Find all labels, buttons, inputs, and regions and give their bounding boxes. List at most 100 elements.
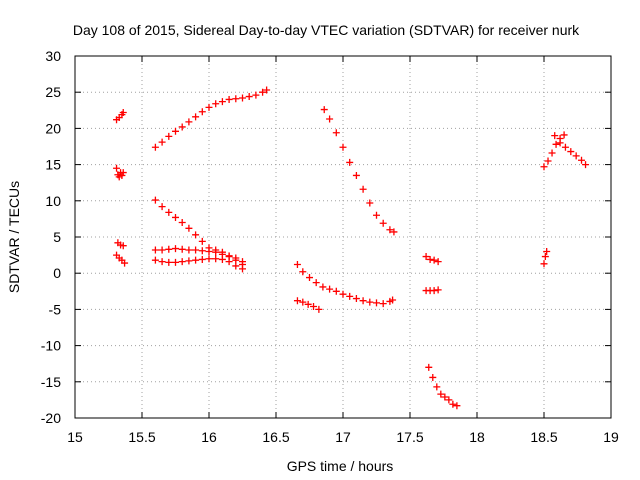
data-point [556, 139, 564, 147]
data-point [178, 123, 186, 131]
data-point [326, 115, 334, 123]
series-arc-h [151, 255, 246, 273]
data-point [320, 106, 328, 114]
data-point [578, 156, 586, 164]
data-point [158, 138, 166, 146]
data-point [225, 258, 233, 266]
data-point [544, 157, 552, 165]
data-point [561, 143, 569, 151]
data-point [185, 257, 193, 265]
x-tick-label: 15 [67, 429, 83, 445]
data-point [218, 255, 226, 263]
data-point [178, 258, 186, 266]
data-point [165, 208, 173, 216]
data-point [560, 131, 568, 139]
data-point [212, 255, 220, 263]
data-point [359, 185, 367, 193]
data-point [379, 300, 387, 308]
data-point [263, 86, 271, 94]
grid [75, 56, 611, 418]
data-point [293, 261, 301, 269]
data-point [326, 285, 334, 293]
data-point [449, 400, 457, 408]
data-point [185, 118, 193, 126]
series-arc-k [320, 106, 398, 236]
data-point [429, 373, 437, 381]
data-point [158, 246, 166, 254]
data-point [379, 219, 387, 227]
data-point [192, 246, 200, 254]
data-point [430, 256, 438, 264]
data-point [352, 295, 360, 303]
data-point [422, 253, 430, 261]
data-point [178, 219, 186, 227]
data-point [366, 199, 374, 207]
y-tick-label: 25 [45, 84, 61, 100]
data-point [212, 248, 220, 256]
data-point [259, 88, 267, 96]
y-tick-label: 10 [45, 193, 61, 209]
data-point [426, 255, 434, 263]
chart-title: Day 108 of 2015, Sidereal Day-to-day VTE… [73, 22, 580, 38]
data-point [239, 258, 246, 266]
data-point [425, 363, 433, 371]
data-point [239, 94, 246, 102]
data-point [119, 169, 127, 177]
data-point [339, 290, 347, 298]
data-point [306, 274, 313, 282]
x-tick-label: 17.5 [396, 429, 423, 445]
x-tick-label: 16.5 [262, 429, 289, 445]
data-point [232, 254, 240, 262]
data-point [299, 268, 307, 276]
data-point [232, 95, 240, 103]
data-point [113, 164, 121, 172]
series-arc-i [293, 261, 397, 308]
data-point [198, 237, 206, 245]
data-points [113, 86, 590, 410]
data-point [205, 103, 213, 111]
data-point [172, 127, 179, 135]
series-arc-q [551, 132, 590, 169]
data-point [541, 253, 549, 261]
data-point [582, 161, 590, 169]
data-point [390, 228, 398, 236]
data-point [430, 287, 438, 295]
y-tick-label: -5 [49, 301, 62, 317]
data-point [151, 196, 159, 204]
data-point [121, 259, 129, 267]
data-point [453, 402, 461, 410]
data-point [332, 129, 340, 137]
data-point [540, 260, 548, 268]
data-point [293, 297, 301, 305]
data-point [339, 143, 347, 151]
data-point [151, 256, 159, 264]
series-arc-f [151, 196, 246, 269]
x-axis-label: GPS time / hours [287, 458, 394, 474]
data-point [548, 149, 556, 157]
data-point [245, 93, 253, 101]
data-point [386, 226, 394, 234]
data-point [185, 224, 193, 232]
data-point [232, 262, 240, 270]
data-point [205, 247, 213, 255]
data-point [192, 231, 200, 239]
series-arc-n [425, 363, 461, 410]
data-point [151, 246, 159, 254]
data-point [119, 108, 127, 116]
data-point [434, 258, 442, 266]
x-tick-labels: 15 15.5 16 16.5 17 17.5 18 18.5 19 [67, 429, 619, 445]
series-arc-c [114, 239, 127, 250]
data-point [192, 113, 200, 121]
data-point [304, 300, 312, 308]
series-arc-m [422, 286, 442, 295]
data-point [172, 245, 179, 253]
x-tick-label: 18 [469, 429, 485, 445]
x-tick-label: 17 [335, 429, 351, 445]
series-arc-e [151, 86, 271, 151]
data-point [359, 297, 367, 305]
data-point [165, 245, 173, 253]
x-tick-label: 19 [603, 429, 619, 445]
data-point [212, 100, 220, 108]
data-point [172, 213, 179, 221]
